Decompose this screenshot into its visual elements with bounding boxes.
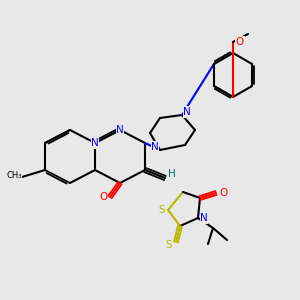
Text: N: N [116, 125, 124, 135]
Text: S: S [159, 205, 165, 215]
Text: N: N [200, 213, 208, 223]
Text: S: S [166, 240, 172, 250]
Text: O: O [236, 37, 244, 47]
Text: H: H [168, 169, 176, 179]
Text: O: O [219, 188, 227, 198]
Text: O: O [99, 192, 107, 202]
Text: N: N [91, 138, 99, 148]
Text: CH₃: CH₃ [6, 172, 22, 181]
Text: N: N [151, 142, 159, 152]
Text: N: N [183, 107, 191, 117]
